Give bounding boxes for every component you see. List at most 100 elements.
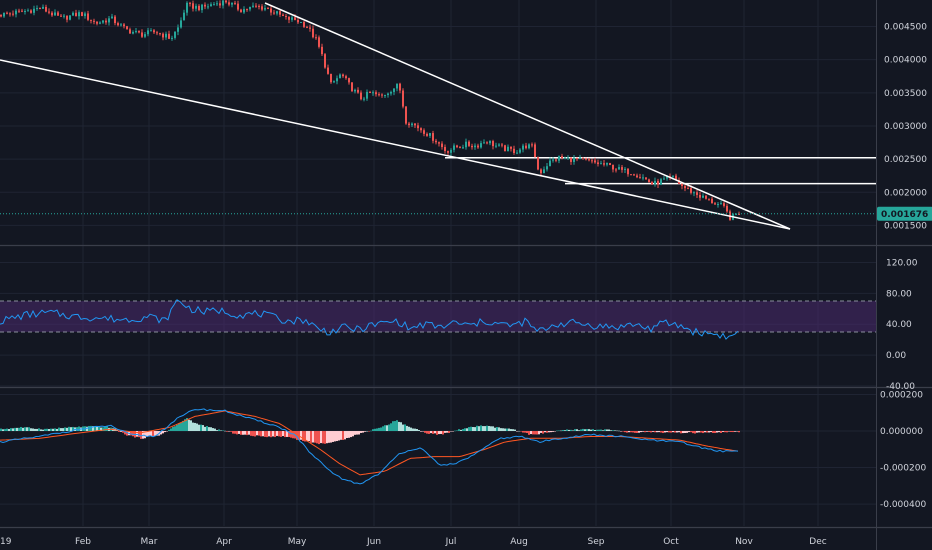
macd-histogram-bar [672,431,674,433]
macd-histogram-bar [592,429,594,432]
candle [129,29,131,34]
candle [303,22,305,27]
macd-histogram-bar [588,429,590,432]
candle [714,203,716,205]
candle [564,157,566,159]
macd-histogram-bar [726,431,728,433]
candle [588,159,590,161]
candle [681,183,683,187]
candle [24,10,26,12]
price-axis-label: 0.003000 [884,122,927,132]
macd-histogram-bar [378,427,380,432]
macd-histogram-bar [426,431,428,434]
macd-histogram-bar [600,429,602,432]
candle [612,164,614,170]
macd-histogram-bar [132,431,134,437]
macd-histogram-bar [20,426,22,432]
macd-histogram-bar [96,426,98,432]
macd-panel[interactable] [0,408,740,485]
candle [399,83,401,91]
time-axis-label: Sep [588,537,605,547]
candle [702,195,704,198]
candle [195,5,197,9]
lower-trendline[interactable] [0,59,791,230]
macd-histogram-bar [156,431,158,436]
candle [78,12,80,17]
macd-histogram-bar [100,427,102,432]
candle [513,148,515,153]
macd-histogram-bar [626,431,628,433]
macd-histogram-bar [278,431,280,437]
macd-histogram-bar [140,431,142,439]
macd-histogram-bar [688,431,690,433]
candle [45,6,47,12]
macd-histogram-bar [204,426,206,432]
candle [141,32,143,37]
candle [420,128,422,131]
time-axis-label: Feb [75,537,91,547]
macd-histogram-bar [506,428,508,432]
macd-histogram-bar [284,431,286,438]
candle [60,15,62,17]
macd-histogram-bar [656,431,658,433]
macd-histogram-bar [362,431,364,433]
candle [87,13,89,20]
macd-histogram-bar [470,426,472,432]
candle [84,13,86,16]
last-price-label: 0.001676 [881,210,928,220]
candle [507,146,509,152]
macd-histogram-bar [322,431,324,444]
macd-line [0,408,739,485]
macd-histogram-bar [722,431,724,432]
macd-histogram-bar [706,431,708,433]
macd-histogram-bar [468,427,470,432]
candle [252,5,254,7]
macd-histogram-bar [22,427,24,432]
macd-histogram-bar [244,431,246,435]
macd-histogram-bar [488,425,490,432]
macd-histogram-bar [528,431,530,435]
candle [171,37,173,39]
candle [39,8,41,10]
macd-histogram-bar [372,429,374,432]
macd-histogram-bar [182,420,184,432]
macd-histogram-bar [712,431,714,433]
macd-histogram-bar [340,431,342,440]
candle [510,146,512,149]
macd-axis-label: -0.000400 [880,500,926,510]
price-panel[interactable]: 0.001676 [0,0,932,230]
macd-histogram-bar [704,431,706,433]
candle [339,74,341,79]
macd-histogram-bar [460,429,462,432]
candle [552,159,554,161]
macd-histogram-bar [676,431,678,433]
candle [108,18,110,23]
candle [273,12,275,14]
macd-histogram-bar [718,431,720,433]
macd-histogram-bar [240,431,242,435]
macd-histogram-bar [612,430,614,432]
candle [300,22,302,24]
candle [276,11,278,14]
macd-histogram-bar [286,431,288,437]
price-axis-label: 0.001500 [884,221,927,231]
candle [570,157,572,162]
macd-histogram-bar [150,431,152,437]
macd-histogram-bar [604,429,606,432]
candle [162,33,164,38]
candle [297,20,299,23]
candle [444,147,446,152]
candle [81,12,83,16]
rsi-panel[interactable] [0,299,876,340]
macd-histogram-bar [8,429,10,432]
candle [651,182,653,185]
macd-histogram-bar [46,428,48,432]
macd-histogram-bar [276,431,278,436]
macd-histogram-bar [344,431,346,440]
upper-trendline[interactable] [264,2,791,230]
candle [228,2,230,5]
macd-histogram-bar [486,425,488,432]
macd-histogram-bar [386,425,388,432]
macd-histogram-bar [288,431,290,438]
